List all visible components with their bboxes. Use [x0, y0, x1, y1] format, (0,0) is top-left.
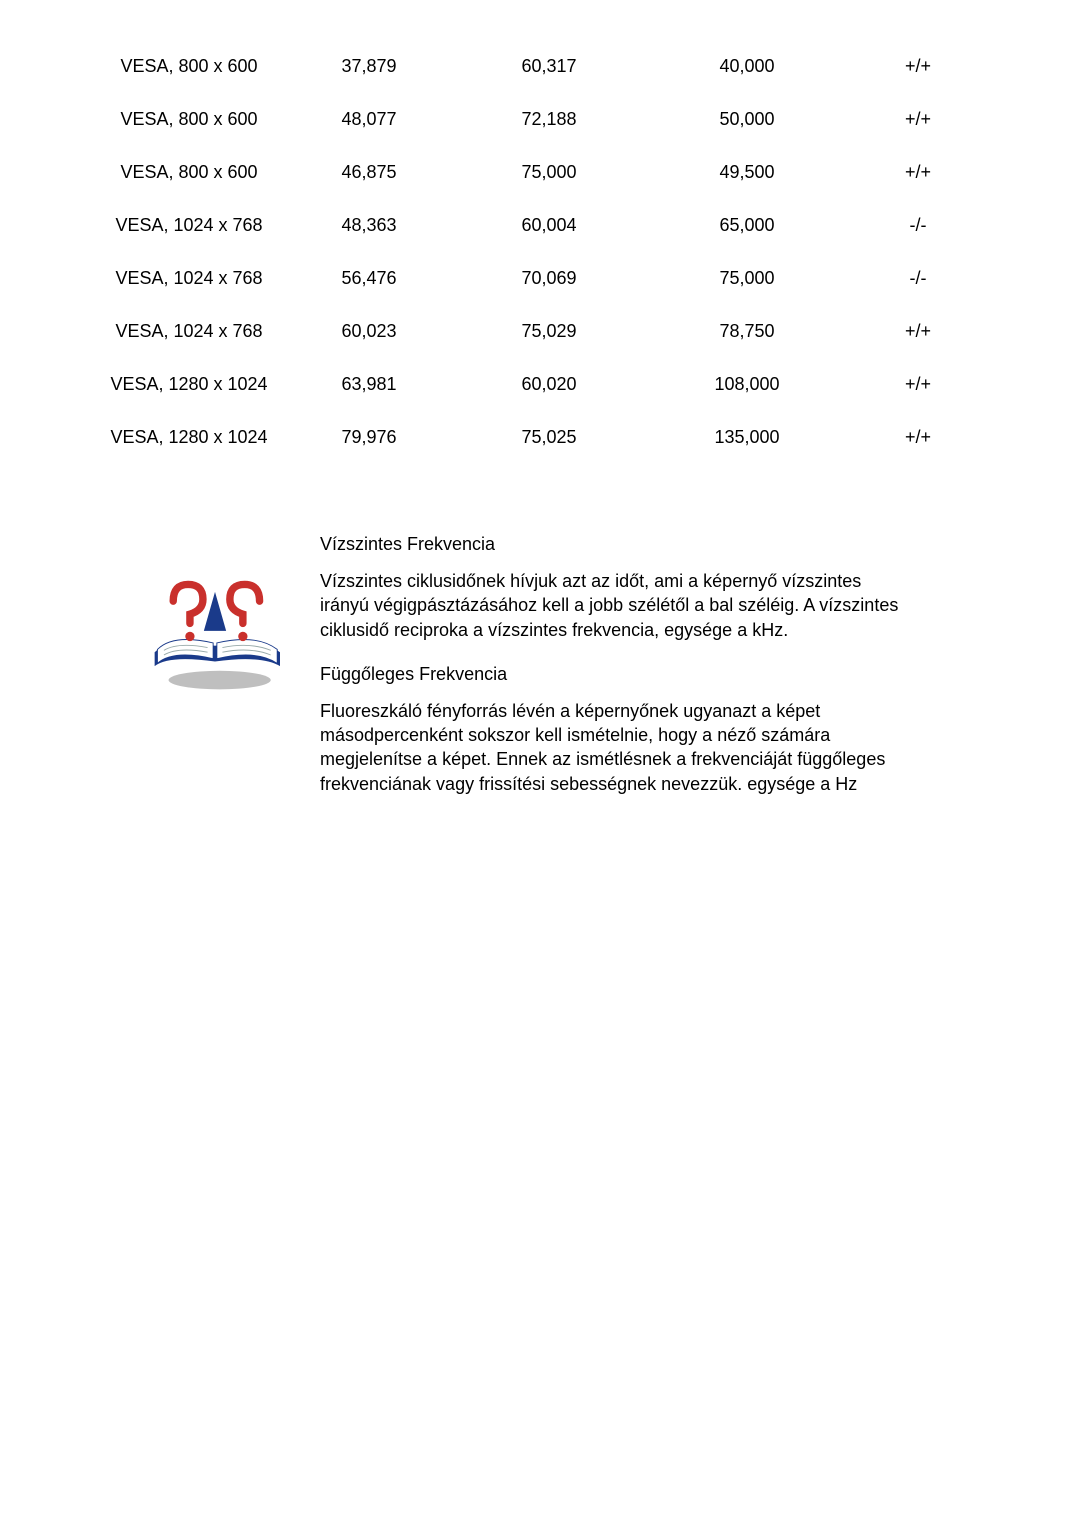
horizontal-freq-desc: Vízszintes ciklusidőnek hívjuk azt az id… — [320, 569, 910, 642]
cell-hfreq: 46,875 — [288, 146, 450, 199]
cell-vfreq: 60,004 — [450, 199, 648, 252]
table-row: VESA, 1024 x 768 56,476 70,069 75,000 -/… — [90, 252, 990, 305]
cell-hfreq: 48,363 — [288, 199, 450, 252]
book-question-icon — [140, 564, 290, 699]
cell-hfreq: 79,976 — [288, 411, 450, 464]
cell-mode: VESA, 1280 x 1024 — [90, 411, 288, 464]
cell-hfreq: 63,981 — [288, 358, 450, 411]
info-section: Vízszintes Frekvencia Vízszintes ciklusi… — [90, 534, 990, 818]
cell-polarity: +/+ — [846, 40, 990, 93]
vertical-freq-heading: Függőleges Frekvencia — [320, 664, 910, 685]
cell-vfreq: 75,029 — [450, 305, 648, 358]
table-row: VESA, 800 x 600 48,077 72,188 50,000 +/+ — [90, 93, 990, 146]
cell-mode: VESA, 800 x 600 — [90, 146, 288, 199]
cell-mode: VESA, 800 x 600 — [90, 40, 288, 93]
cell-vfreq: 75,025 — [450, 411, 648, 464]
cell-pixclock: 135,000 — [648, 411, 846, 464]
cell-pixclock: 78,750 — [648, 305, 846, 358]
table-row: VESA, 1280 x 1024 63,981 60,020 108,000 … — [90, 358, 990, 411]
display-modes-table: VESA, 800 x 600 37,879 60,317 40,000 +/+… — [90, 40, 990, 464]
cell-pixclock: 65,000 — [648, 199, 846, 252]
cell-pixclock: 108,000 — [648, 358, 846, 411]
vertical-freq-desc: Fluoreszkáló fényforrás lévén a képernyő… — [320, 699, 910, 796]
cell-vfreq: 60,317 — [450, 40, 648, 93]
cell-mode: VESA, 1024 x 768 — [90, 252, 288, 305]
cell-pixclock: 75,000 — [648, 252, 846, 305]
table-row: VESA, 1024 x 768 48,363 60,004 65,000 -/… — [90, 199, 990, 252]
cell-vfreq: 70,069 — [450, 252, 648, 305]
cell-polarity: +/+ — [846, 93, 990, 146]
table-row: VESA, 1024 x 768 60,023 75,029 78,750 +/… — [90, 305, 990, 358]
table-row: VESA, 800 x 600 37,879 60,317 40,000 +/+ — [90, 40, 990, 93]
cell-polarity: +/+ — [846, 305, 990, 358]
cell-hfreq: 60,023 — [288, 305, 450, 358]
info-text: Vízszintes Frekvencia Vízszintes ciklusi… — [320, 534, 990, 818]
cell-mode: VESA, 800 x 600 — [90, 93, 288, 146]
cell-pixclock: 50,000 — [648, 93, 846, 146]
cell-vfreq: 72,188 — [450, 93, 648, 146]
table-row: VESA, 800 x 600 46,875 75,000 49,500 +/+ — [90, 146, 990, 199]
cell-polarity: -/- — [846, 199, 990, 252]
cell-vfreq: 75,000 — [450, 146, 648, 199]
cell-hfreq: 37,879 — [288, 40, 450, 93]
cell-vfreq: 60,020 — [450, 358, 648, 411]
cell-pixclock: 40,000 — [648, 40, 846, 93]
cell-pixclock: 49,500 — [648, 146, 846, 199]
cell-polarity: +/+ — [846, 146, 990, 199]
cell-hfreq: 48,077 — [288, 93, 450, 146]
cell-polarity: -/- — [846, 252, 990, 305]
cell-hfreq: 56,476 — [288, 252, 450, 305]
table-row: VESA, 1280 x 1024 79,976 75,025 135,000 … — [90, 411, 990, 464]
cell-mode: VESA, 1024 x 768 — [90, 305, 288, 358]
cell-mode: VESA, 1024 x 768 — [90, 199, 288, 252]
cell-polarity: +/+ — [846, 411, 990, 464]
cell-mode: VESA, 1280 x 1024 — [90, 358, 288, 411]
horizontal-freq-heading: Vízszintes Frekvencia — [320, 534, 910, 555]
table-body: VESA, 800 x 600 37,879 60,317 40,000 +/+… — [90, 40, 990, 464]
cell-polarity: +/+ — [846, 358, 990, 411]
